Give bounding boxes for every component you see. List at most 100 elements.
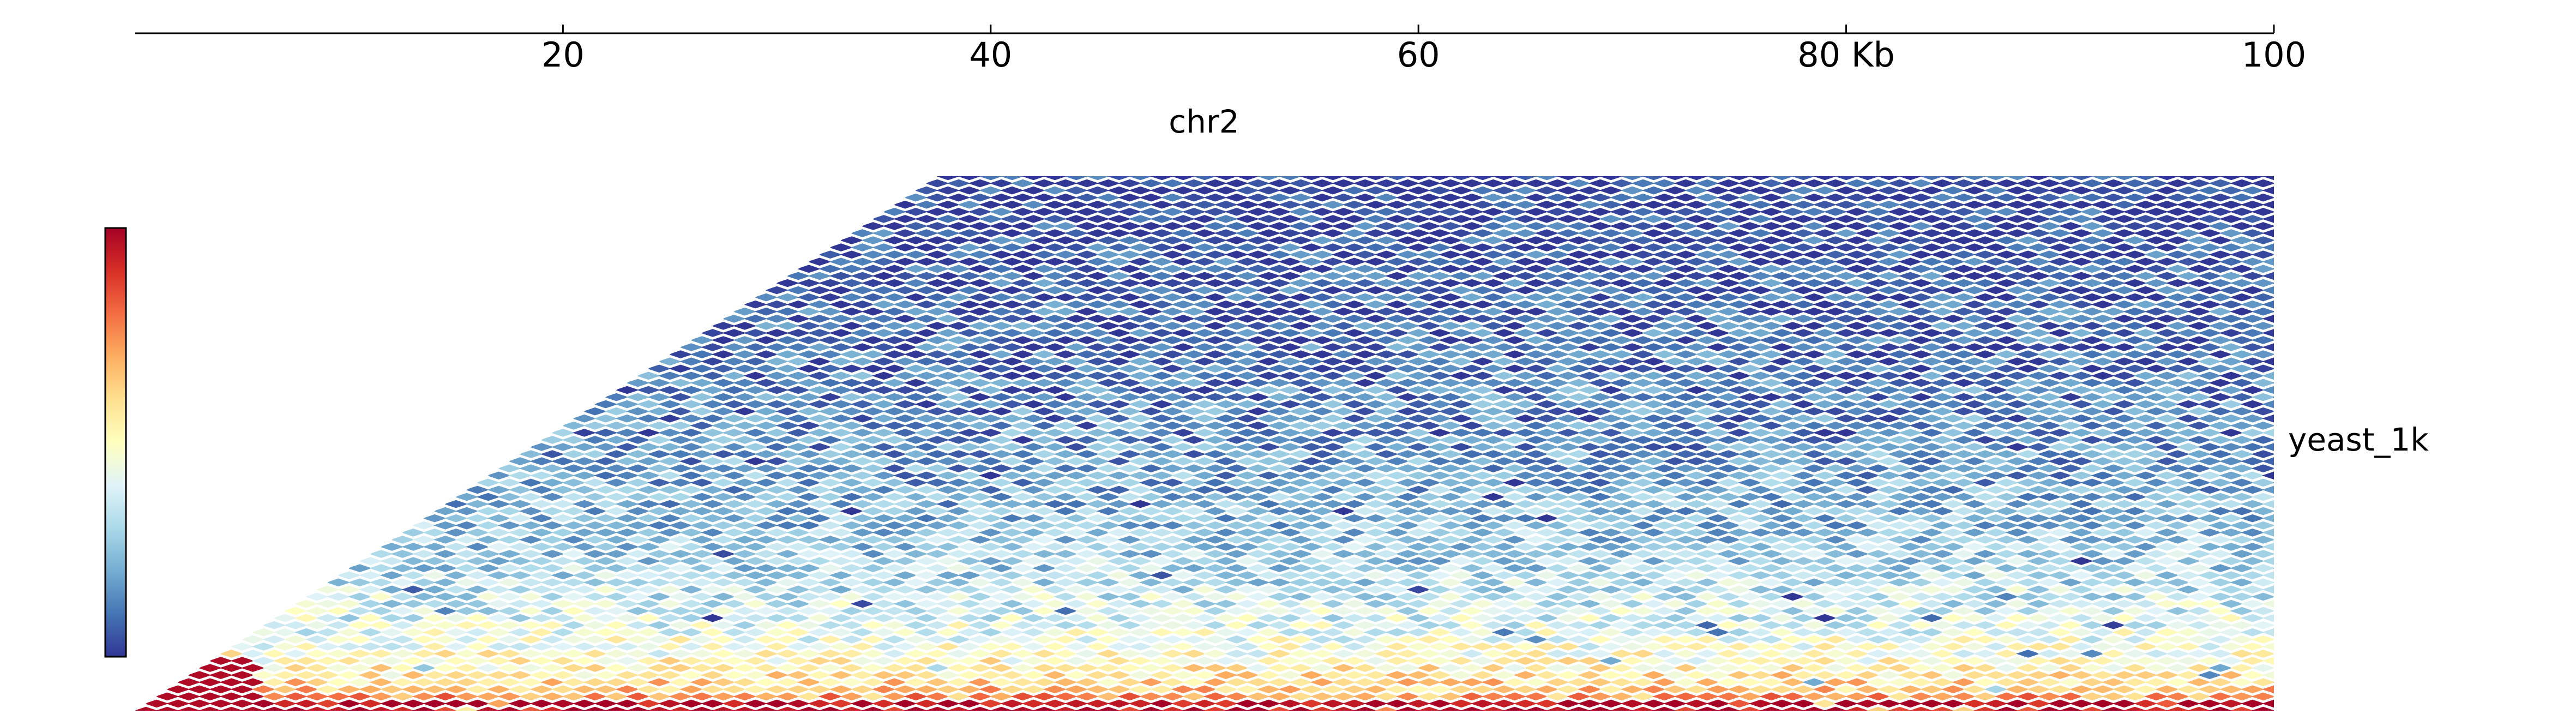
heatmap-cell (593, 414, 618, 423)
heatmap-cell (2251, 536, 2274, 544)
heatmap-cell (294, 599, 318, 608)
heatmap-cell (2005, 443, 2030, 451)
heatmap-cell (1417, 650, 1441, 658)
heatmap-cell (519, 706, 543, 711)
heatmap-cell (1909, 578, 1933, 587)
heatmap-cell (1235, 599, 1260, 608)
heatmap-cell (562, 422, 586, 430)
heatmap-cell (1545, 422, 1570, 430)
heatmap-cell (1374, 478, 1399, 487)
heatmap-cell (786, 657, 810, 665)
heatmap-cell (1149, 699, 1174, 708)
heatmap-cell (1759, 607, 1784, 615)
heatmap-cell (1620, 543, 1645, 551)
heatmap-cell (2026, 514, 2051, 523)
heatmap-cell (358, 571, 383, 580)
heatmap-cell (1706, 571, 1730, 580)
heatmap-cell (2123, 493, 2147, 501)
heatmap-cell (1802, 550, 1826, 558)
heatmap-cell (1246, 650, 1271, 658)
heatmap-cell (808, 543, 832, 551)
heatmap-cell (1385, 543, 1409, 551)
heatmap-cell (2230, 493, 2254, 501)
heatmap-cell (444, 571, 468, 580)
heatmap-cell (1449, 699, 1473, 708)
heatmap-cell (808, 386, 832, 394)
heatmap-cell (519, 464, 543, 473)
heatmap-cell (829, 585, 853, 594)
heatmap-cell (808, 614, 832, 622)
heatmap-cell (2262, 585, 2274, 594)
heatmap-cell (679, 685, 703, 694)
heatmap-cell (1620, 643, 1645, 651)
heatmap-cell (2165, 692, 2190, 701)
heatmap-cell (2285, 643, 2306, 650)
heatmap-cell (625, 464, 650, 473)
heatmap-cell (1941, 343, 1965, 351)
heatmap-cell (1513, 371, 1538, 380)
heatmap-cell (1706, 315, 1730, 323)
heatmap-cell (1235, 685, 1260, 694)
heatmap-cell (1759, 706, 1784, 711)
heatmap-cell (711, 607, 736, 615)
heatmap-cell (914, 557, 939, 565)
heatmap-cell (1802, 678, 1826, 687)
heatmap-cell (1534, 386, 1559, 394)
heatmap-cell (925, 578, 949, 587)
heatmap-cell (1791, 343, 1816, 351)
x-tick-label: 80 Kb (1797, 35, 1895, 75)
heatmap-cell (2026, 599, 2051, 608)
heatmap-cell (2144, 407, 2169, 416)
heatmap-cell (1823, 393, 1847, 401)
heatmap-cell (1439, 307, 1462, 316)
heatmap-cell (722, 471, 747, 480)
heatmap-cell (829, 357, 853, 366)
heatmap-cell (2187, 478, 2211, 487)
heatmap-cell (1620, 699, 1645, 708)
heatmap-cell (2272, 521, 2274, 530)
heatmap-cell (497, 521, 522, 530)
heatmap-cell (1096, 521, 1121, 530)
heatmap-cell (1374, 664, 1399, 672)
heatmap-cell (284, 635, 308, 644)
heatmap-cell (732, 350, 757, 358)
heatmap-cell (1417, 336, 1441, 344)
heatmap-cell (914, 671, 939, 679)
heatmap-cell (2240, 414, 2265, 423)
heatmap-cell (1096, 507, 1121, 515)
heatmap-cell (1139, 407, 1163, 416)
heatmap-cell (1663, 599, 1687, 608)
heatmap-cell (1545, 478, 1570, 487)
heatmap-cell (1481, 464, 1506, 473)
heatmap-cell (829, 457, 853, 465)
heatmap-cell (1652, 336, 1677, 344)
heatmap-cell (658, 457, 682, 465)
heatmap-cell (2101, 464, 2126, 473)
heatmap-cell (1043, 643, 1067, 651)
heatmap-cell (1428, 557, 1452, 565)
heatmap-cell (1117, 678, 1142, 687)
heatmap-cell (1128, 599, 1153, 608)
heatmap-cell (615, 471, 640, 480)
heatmap-cell (647, 464, 671, 473)
heatmap-cell (1738, 578, 1762, 587)
heatmap-cell (1032, 550, 1056, 558)
heatmap-cell (1770, 315, 1794, 323)
heatmap-cell (797, 578, 821, 587)
heatmap-cell (1289, 678, 1313, 687)
heatmap-cell (1363, 457, 1388, 465)
heatmap-cell (1567, 407, 1591, 416)
heatmap-cell (1267, 692, 1292, 701)
heatmap-cell (2133, 315, 2158, 323)
heatmap-cell (957, 628, 982, 637)
heatmap-cell (572, 429, 597, 437)
heatmap-cell (1139, 607, 1163, 615)
heatmap-cell (1278, 628, 1302, 637)
heatmap-cell (1834, 485, 1858, 494)
heatmap-cell (2198, 343, 2222, 351)
heatmap-cell (294, 643, 318, 651)
heatmap-cell (390, 592, 415, 601)
heatmap-cell (2144, 350, 2169, 358)
heatmap-cell (1481, 635, 1506, 644)
heatmap-cell (1695, 536, 1719, 544)
